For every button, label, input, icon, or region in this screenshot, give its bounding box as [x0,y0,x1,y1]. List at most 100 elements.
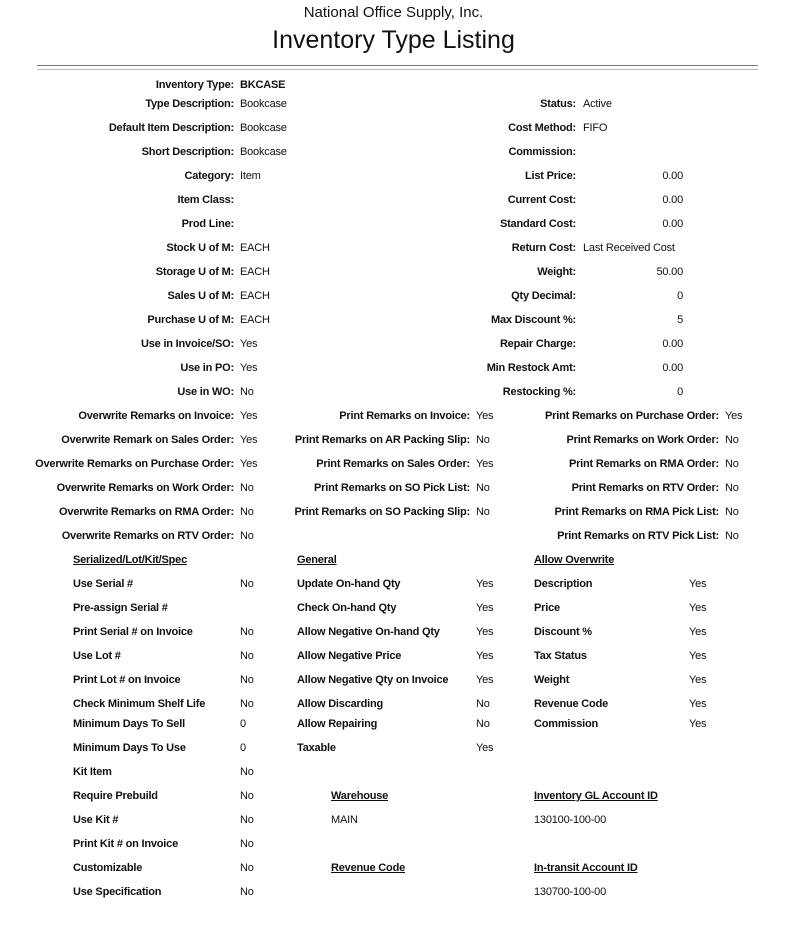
field-value: 0 [677,290,683,302]
serialized-label: Minimum Days To Sell [73,718,185,730]
field-value: Bookcase [240,146,287,158]
allow-overwrite-value: Yes [689,674,707,686]
field-value: Last Received Cost [583,242,675,254]
field-label: Default Item Description: [108,122,234,134]
general-value: No [476,718,490,730]
remark-label: Print Remarks on RTV Order: [571,482,720,494]
remark-value: No [240,506,254,518]
serialized-label: Use Lot # [73,650,121,662]
field-label: Purchase U of M: [147,314,234,326]
field-value: Item [240,170,261,182]
field-value: 50.00 [656,266,683,278]
serialized-label: Print Serial # on Invoice [73,626,193,638]
remark-value: No [725,434,739,446]
remark-value: No [476,506,490,518]
field-value: EACH [240,266,270,278]
allow-overwrite-heading: Allow Overwrite [534,554,615,566]
field-value: 0.00 [662,194,683,206]
serialized-label: Minimum Days To Use [73,742,186,754]
allow-overwrite-label: Commission [534,718,599,730]
general-value: Yes [476,602,494,614]
field-label: Commission: [508,146,577,158]
field-label: Stock U of M: [166,242,234,254]
intransit-value: 130700-100-00 [534,886,607,898]
inventory-gl-value: 130100-100-00 [534,814,607,826]
field-value: Yes [240,338,258,350]
allow-overwrite-label: Weight [534,674,570,686]
field-label: Use in PO: [180,362,234,374]
allow-overwrite-value: Yes [689,578,707,590]
field-value: FIFO [583,122,608,134]
general-value: No [476,698,490,710]
field-label: Weight: [537,266,576,278]
serialized-label: Kit Item [73,766,112,778]
field-value: 0.00 [662,170,683,182]
general-label: Allow Negative On-hand Qty [297,626,440,638]
field-value: Bookcase [240,98,287,110]
field-value: Yes [240,362,258,374]
remark-label: Overwrite Remarks on RTV Order: [61,530,235,542]
allow-overwrite-label: Revenue Code [534,698,609,710]
remark-label: Print Remarks on Sales Order: [316,458,470,470]
warehouse-heading: Warehouse [331,790,389,802]
field-label: Sales U of M: [167,290,235,302]
serialized-heading: Serialized/Lot/Kit/Spec [73,554,187,566]
remark-value: No [476,482,490,494]
field-label: Status: [540,98,576,110]
general-label: Check On-hand Qty [297,602,397,614]
serialized-value: No [240,886,254,898]
remark-label: Overwrite Remarks on Purchase Order: [35,458,234,470]
remark-value: No [725,458,739,470]
field-label: Item Class: [177,194,235,206]
remark-label: Print Remarks on Purchase Order: [545,410,719,422]
company-name: National Office Supply, Inc. [303,4,484,21]
remark-label: Overwrite Remarks on Invoice: [78,410,234,422]
remark-value: No [240,482,254,494]
field-label: Storage U of M: [155,266,234,278]
remark-label: Print Remarks on RMA Order: [568,458,719,470]
allow-overwrite-label: Price [534,602,560,614]
remark-label: Print Remarks on Work Order: [566,434,719,446]
serialized-value: No [240,838,254,850]
field-label: Min Restock Amt: [486,362,576,374]
serialized-value: No [240,698,254,710]
remark-label: Print Remarks on Invoice: [339,410,470,422]
general-label: Allow Discarding [297,698,384,710]
serialized-value: No [240,674,254,686]
allow-overwrite-label: Description [534,578,593,590]
remark-value: Yes [476,458,494,470]
remark-value: Yes [725,410,743,422]
field-value: Bookcase [240,122,287,134]
field-label: Use in Invoice/SO: [141,338,234,350]
allow-overwrite-label: Tax Status [534,650,587,662]
field-value: BKCASE [240,79,286,91]
serialized-label: Require Prebuild [73,790,158,802]
remark-value: No [476,434,490,446]
field-value: 5 [677,314,683,326]
allow-overwrite-value: Yes [689,602,707,614]
general-label: Allow Negative Qty on Invoice [297,674,449,686]
remark-label: Print Remarks on RMA Pick List: [554,506,719,518]
field-label: Prod Line: [181,218,235,230]
field-value: No [240,386,254,398]
field-label: Qty Decimal: [511,290,576,302]
header-divider [37,65,758,66]
remark-value: Yes [240,434,258,446]
serialized-label: Print Kit # on Invoice [73,838,179,850]
serialized-label: Use Specification [73,886,162,898]
field-value: EACH [240,242,270,254]
field-value: 0 [677,386,683,398]
header-divider-secondary [37,69,758,70]
field-label: Category: [184,170,234,182]
general-value: Yes [476,578,494,590]
remark-value: No [240,530,254,542]
remark-label: Print Remarks on AR Packing Slip: [294,434,470,446]
field-label: List Price: [525,170,576,182]
serialized-label: Use Serial # [73,578,133,590]
remark-value: No [725,506,739,518]
field-label: Use in WO: [177,386,234,398]
allow-overwrite-label: Discount % [534,626,592,638]
remark-label: Print Remarks on SO Packing Slip: [294,506,470,518]
remark-label: Overwrite Remarks on RMA Order: [59,506,234,518]
serialized-label: Pre-assign Serial # [73,602,168,614]
